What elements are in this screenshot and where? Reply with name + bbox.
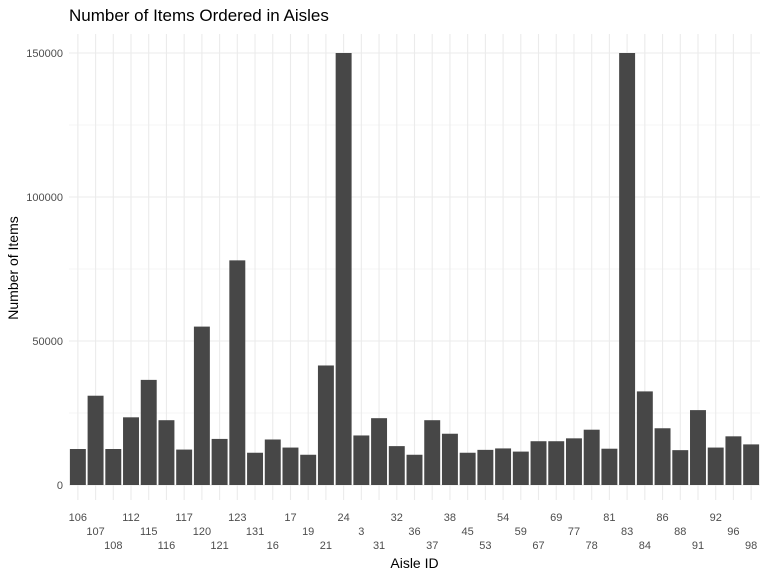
bar-21 [317, 365, 334, 485]
bar-16 [264, 439, 281, 485]
bar-106 [69, 449, 86, 485]
x-tick-label-115: 115 [140, 526, 158, 538]
x-tick-label-121: 121 [210, 540, 228, 552]
x-tick-label-96: 96 [727, 526, 739, 538]
x-tick-label-36: 36 [408, 526, 420, 538]
x-tick-label-67: 67 [532, 540, 544, 552]
x-tick-label-107: 107 [86, 526, 104, 538]
x-tick-label-59: 59 [515, 526, 527, 538]
bar-98 [743, 444, 760, 485]
x-tick-label-123: 123 [228, 512, 246, 524]
bar-77 [565, 438, 582, 485]
bar-69 [548, 441, 565, 485]
bar-31 [371, 418, 388, 485]
bar-54 [495, 448, 512, 485]
x-tick-label-84: 84 [639, 540, 651, 552]
x-tick-label-45: 45 [462, 526, 474, 538]
bar-86 [654, 428, 671, 485]
y-tick-label: 100000 [26, 192, 63, 204]
bar-91 [690, 410, 706, 485]
bar-83 [619, 53, 636, 485]
chart-title: Number of Items Ordered in Aisles [69, 6, 329, 25]
bar-67 [530, 441, 547, 485]
y-tick-label: 0 [57, 480, 63, 492]
y-axis-label: Number of Items [5, 216, 21, 319]
bar-107 [87, 395, 104, 485]
bar-117 [176, 449, 193, 485]
bar-32 [388, 446, 405, 485]
bar-45 [459, 452, 476, 485]
bar-36 [406, 454, 423, 485]
bar-19 [300, 454, 317, 485]
x-tick-label-98: 98 [745, 540, 757, 552]
bar-37 [424, 420, 441, 485]
x-axis-label: Aisle ID [390, 555, 438, 571]
bar-131 [247, 452, 264, 485]
x-tick-label-24: 24 [338, 512, 350, 524]
x-tick-label-16: 16 [267, 540, 279, 552]
x-tick-label-37: 37 [426, 540, 438, 552]
bar-121 [211, 438, 228, 485]
y-tick-label: 150000 [26, 48, 63, 60]
x-tick-label-117: 117 [175, 512, 193, 524]
x-tick-label-112: 112 [122, 512, 140, 524]
x-tick-label-81: 81 [603, 512, 615, 524]
bar-108 [105, 449, 122, 485]
x-tick-label-106: 106 [69, 512, 87, 524]
x-tick-label-31: 31 [373, 540, 385, 552]
x-tick-label-116: 116 [158, 540, 176, 552]
x-tick-label-91: 91 [692, 540, 704, 552]
x-tick-label-77: 77 [568, 526, 580, 538]
bar-123 [229, 260, 246, 485]
x-tick-label-32: 32 [391, 512, 403, 524]
x-tick-label-17: 17 [284, 512, 296, 524]
x-tick-label-69: 69 [550, 512, 562, 524]
bar-116 [158, 420, 175, 485]
x-tick-label-108: 108 [104, 540, 122, 552]
bar-38 [441, 433, 458, 485]
x-tick-label-88: 88 [674, 526, 686, 538]
bar-53 [477, 449, 494, 485]
bar-92 [707, 447, 724, 485]
x-tick-label-19: 19 [302, 526, 314, 538]
x-tick-label-53: 53 [479, 540, 491, 552]
x-tick-label-54: 54 [497, 512, 509, 524]
bar-layer [69, 53, 760, 485]
x-tick-label-78: 78 [586, 540, 598, 552]
x-tick-label-83: 83 [621, 526, 633, 538]
x-tick-label-21: 21 [320, 540, 332, 552]
x-tick-label-86: 86 [656, 512, 668, 524]
x-tick-label-92: 92 [710, 512, 722, 524]
bar-81 [601, 448, 618, 485]
y-tick-labels: 0 50000 100000 150000 [26, 48, 63, 492]
bar-112 [123, 417, 139, 485]
bar-24 [335, 53, 352, 485]
bar-120 [193, 326, 210, 485]
bar-96 [725, 436, 742, 485]
bar-84 [636, 391, 653, 485]
bar-17 [282, 447, 299, 485]
bar-88 [672, 450, 689, 485]
x-tick-label-3: 3 [358, 526, 364, 538]
y-tick-label: 50000 [32, 336, 63, 348]
x-tick-label-38: 38 [444, 512, 456, 524]
x-tick-label-131: 131 [246, 526, 264, 538]
x-tick-label-120: 120 [193, 526, 211, 538]
bar-78 [583, 429, 600, 485]
bar-115 [140, 379, 157, 485]
bar-3 [353, 435, 370, 485]
bar-59 [512, 451, 529, 485]
